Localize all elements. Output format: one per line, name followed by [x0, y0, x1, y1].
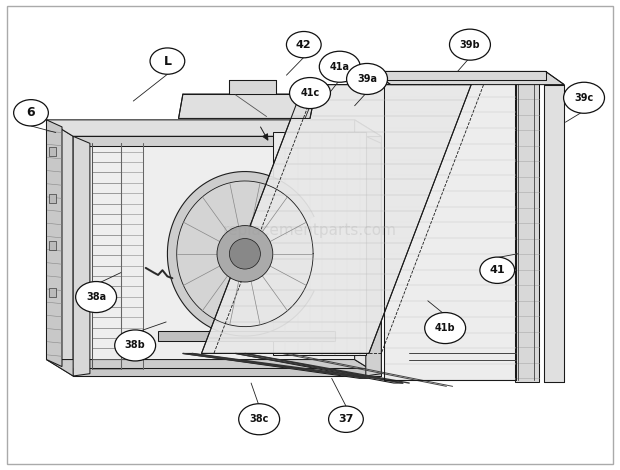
Polygon shape — [515, 75, 539, 382]
Polygon shape — [46, 120, 355, 360]
Circle shape — [115, 330, 156, 361]
Polygon shape — [544, 85, 564, 382]
Text: 37: 37 — [339, 414, 353, 424]
Ellipse shape — [217, 226, 273, 282]
Polygon shape — [73, 136, 90, 376]
Polygon shape — [366, 136, 381, 376]
Circle shape — [347, 63, 388, 94]
Polygon shape — [158, 331, 335, 341]
Polygon shape — [73, 368, 381, 376]
Text: 41a: 41a — [330, 62, 350, 72]
Polygon shape — [273, 132, 366, 355]
Circle shape — [450, 29, 490, 60]
Polygon shape — [355, 120, 381, 376]
Circle shape — [239, 404, 280, 435]
Polygon shape — [177, 181, 313, 327]
Circle shape — [329, 406, 363, 432]
Circle shape — [286, 31, 321, 58]
Bar — [49, 194, 56, 203]
Text: 6: 6 — [27, 106, 35, 119]
Polygon shape — [384, 81, 516, 380]
Circle shape — [14, 100, 48, 126]
Polygon shape — [46, 120, 73, 376]
Polygon shape — [183, 353, 369, 378]
Polygon shape — [202, 85, 471, 353]
Circle shape — [290, 78, 330, 109]
Text: 41b: 41b — [435, 323, 456, 333]
Circle shape — [564, 82, 604, 113]
Text: 41: 41 — [489, 265, 505, 275]
Ellipse shape — [229, 239, 260, 269]
Text: 38b: 38b — [125, 340, 146, 351]
Polygon shape — [46, 360, 381, 376]
Polygon shape — [236, 353, 403, 383]
Polygon shape — [372, 71, 564, 85]
Text: 39a: 39a — [357, 74, 377, 84]
Text: 42: 42 — [296, 39, 312, 50]
Circle shape — [150, 48, 185, 74]
Polygon shape — [372, 71, 546, 80]
Polygon shape — [179, 94, 315, 118]
Polygon shape — [46, 120, 62, 367]
Text: 38c: 38c — [249, 414, 269, 424]
Bar — [49, 288, 56, 297]
Bar — [49, 241, 56, 250]
Polygon shape — [46, 120, 381, 136]
Text: 39b: 39b — [459, 39, 481, 50]
Polygon shape — [73, 136, 381, 376]
Text: L: L — [164, 55, 171, 68]
Polygon shape — [167, 172, 314, 336]
Circle shape — [319, 51, 360, 82]
Bar — [49, 147, 56, 156]
Circle shape — [425, 313, 466, 344]
Circle shape — [76, 282, 117, 313]
Text: 38a: 38a — [86, 292, 106, 302]
Polygon shape — [229, 80, 276, 94]
Circle shape — [480, 257, 515, 283]
Text: 39c: 39c — [574, 93, 594, 103]
Text: replacementparts.com: replacementparts.com — [223, 223, 397, 238]
Text: 41c: 41c — [300, 88, 320, 98]
Polygon shape — [73, 136, 381, 146]
